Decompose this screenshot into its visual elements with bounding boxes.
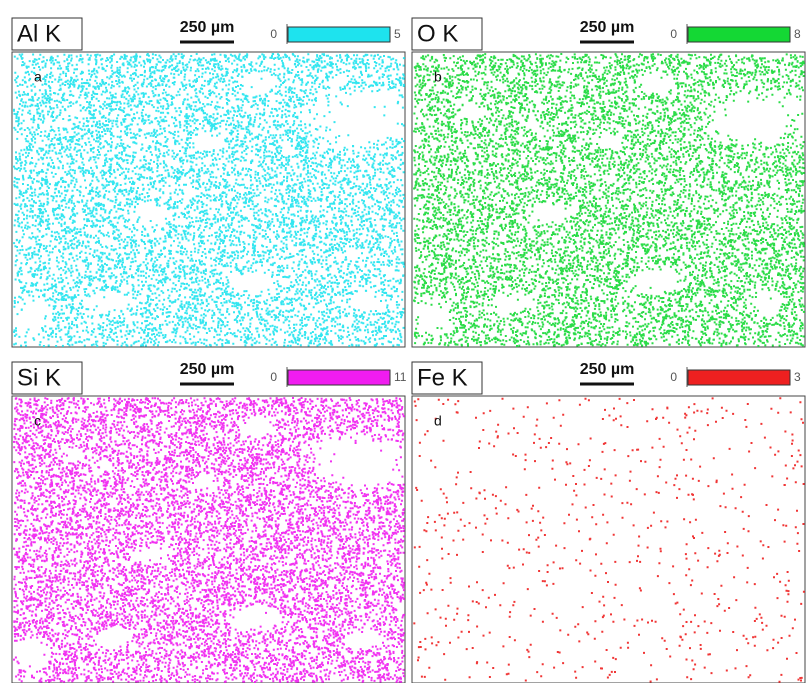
element-label: O K — [417, 20, 458, 47]
element-label: Al K — [17, 20, 61, 47]
element-map — [412, 396, 805, 683]
panel-letter: b — [434, 69, 442, 85]
colorbar — [688, 27, 790, 42]
colorbar-max: 3 — [794, 370, 801, 384]
colorbar-min: 0 — [670, 27, 677, 41]
map-frame — [412, 396, 805, 683]
colorbar — [288, 370, 390, 385]
element-map — [12, 396, 405, 683]
colorbar-min: 0 — [670, 370, 677, 384]
colorbar-max: 8 — [794, 27, 801, 41]
scale-label: 250 µm — [580, 361, 635, 378]
panel-letter: d — [434, 413, 442, 429]
colorbar-max: 5 — [394, 27, 401, 41]
colorbar-min: 0 — [270, 27, 277, 41]
panel-letter: c — [34, 413, 41, 429]
figure: Al K 250 µm 0 5 a O K 250 µm 0 8 b Si K 250 µm 0 11 c F… — [0, 0, 806, 683]
panel-letter: a — [34, 69, 42, 85]
scale-label: 250 µm — [580, 19, 635, 36]
colorbar — [688, 370, 790, 385]
colorbar — [288, 27, 390, 42]
element-map — [12, 52, 405, 347]
colorbar-max: 11 — [394, 370, 407, 384]
scale-label: 250 µm — [180, 19, 235, 36]
colorbar-min: 0 — [270, 370, 277, 384]
element-map — [412, 52, 805, 347]
element-label: Fe K — [417, 364, 468, 391]
scale-label: 250 µm — [180, 361, 235, 378]
element-label: Si K — [17, 364, 61, 391]
